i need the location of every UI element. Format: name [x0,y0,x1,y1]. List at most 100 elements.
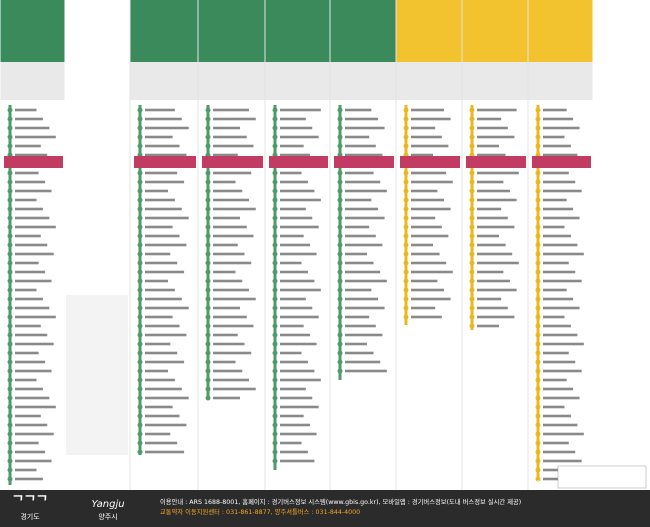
station-label [213,144,254,148]
station-label [543,468,567,472]
station-label [280,153,311,157]
station-label [477,180,504,184]
station-label [411,171,447,175]
station-label [280,297,306,301]
station-label [280,387,306,391]
info-box [198,62,265,100]
station-label [543,117,574,121]
station-label [145,126,189,130]
station-label [477,108,517,112]
station-label [543,279,582,283]
station-label [213,189,243,193]
station-label [411,126,436,130]
station-label [411,252,440,256]
station-label [345,144,376,148]
station-label [345,279,387,283]
station-label [411,243,433,247]
station-label [15,306,50,310]
station-label [15,117,43,121]
station-label [145,333,187,337]
station-label [15,405,56,409]
station-label [477,126,508,130]
station-label [15,369,52,373]
legend-box [557,465,647,489]
station-label [345,207,378,211]
station-label [145,315,173,319]
station-label [145,171,178,175]
station-label [345,315,370,319]
station-label [213,126,240,130]
station-label [213,207,256,211]
station-label [543,261,569,265]
station-label [543,369,582,373]
station-label [543,270,576,274]
station-label [280,441,302,445]
info-box [265,62,330,100]
station-label [345,117,378,121]
station-highlight [400,156,460,168]
station-label [280,432,317,436]
station-label [145,225,173,229]
station-label [213,216,240,220]
station-label [145,117,182,121]
station-label [477,288,517,292]
info-box [330,62,396,100]
station-label [280,135,319,139]
station-label [543,306,580,310]
station-label [145,342,171,346]
station-label [280,351,302,355]
station-label [411,234,449,238]
station-label [543,153,578,157]
station-label [477,252,513,256]
station-label [345,198,372,202]
station-label [145,369,168,373]
station-label [411,261,447,265]
station-label [411,108,444,112]
station-label [145,360,185,364]
station-label [411,297,451,301]
station-label [543,135,565,139]
station-label [280,189,315,193]
station-label [15,342,54,346]
route-header [130,0,198,62]
station-label [15,189,52,193]
station-label [280,288,321,292]
station-label [213,171,252,175]
station-label [213,360,236,364]
info-box [130,62,198,100]
station-label [15,270,46,274]
station-label [15,360,46,364]
station-label [345,126,385,130]
station-label [145,423,187,427]
station-label [213,117,256,121]
station-label [213,153,238,157]
station-label [543,396,580,400]
station-label [477,270,504,274]
station-label [15,180,46,184]
station-label [345,252,367,256]
station-label [477,216,508,220]
station-label [477,234,499,238]
station-label [280,360,308,364]
station-label [145,441,178,445]
info-box [396,62,462,100]
station-label [280,315,319,319]
logo-gyeonggi: ᄀᄀᄀ [12,495,48,510]
station-label [345,333,383,337]
station-label [345,297,378,301]
route-header [528,0,593,62]
station-label [411,117,451,121]
station-label [345,225,370,229]
route-header [396,0,462,62]
station-label [15,171,39,175]
station-label [15,207,43,211]
station-label [543,216,580,220]
station-label [145,198,175,202]
station-label [411,144,449,148]
station-label [15,459,52,463]
station-label [213,135,247,139]
station-label [543,297,574,301]
station-label [543,252,584,256]
station-label [213,261,252,265]
station-highlight [466,156,526,168]
